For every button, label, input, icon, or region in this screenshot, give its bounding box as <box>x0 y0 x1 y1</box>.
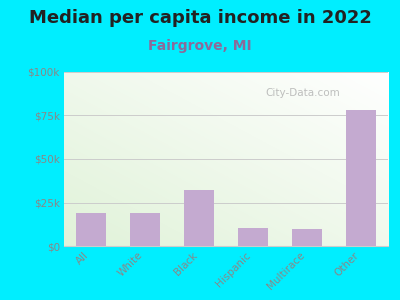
Text: City-Data.com: City-Data.com <box>265 88 340 98</box>
Bar <box>346 110 376 246</box>
Bar <box>76 213 106 246</box>
Bar <box>292 230 322 246</box>
Text: Median per capita income in 2022: Median per capita income in 2022 <box>28 9 372 27</box>
Bar <box>184 190 214 246</box>
Bar <box>238 228 268 246</box>
Text: Fairgrove, MI: Fairgrove, MI <box>148 39 252 53</box>
Bar <box>130 213 160 246</box>
